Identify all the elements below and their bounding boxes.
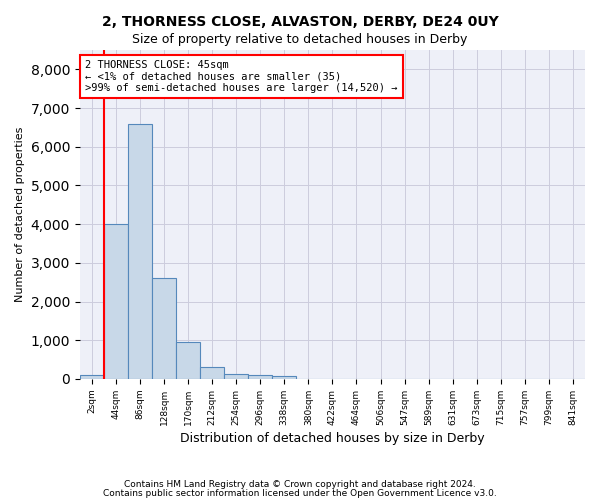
Bar <box>80 375 104 379</box>
Bar <box>272 376 296 379</box>
Text: 2 THORNESS CLOSE: 45sqm
← <1% of detached houses are smaller (35)
>99% of semi-d: 2 THORNESS CLOSE: 45sqm ← <1% of detache… <box>85 60 397 93</box>
Text: 2, THORNESS CLOSE, ALVASTON, DERBY, DE24 0UY: 2, THORNESS CLOSE, ALVASTON, DERBY, DE24… <box>101 15 499 29</box>
Text: Size of property relative to detached houses in Derby: Size of property relative to detached ho… <box>133 32 467 46</box>
Bar <box>200 367 224 379</box>
Bar <box>152 278 176 379</box>
Bar <box>104 224 128 379</box>
Text: Contains public sector information licensed under the Open Government Licence v3: Contains public sector information licen… <box>103 488 497 498</box>
Bar <box>248 374 272 379</box>
X-axis label: Distribution of detached houses by size in Derby: Distribution of detached houses by size … <box>180 432 485 445</box>
Bar <box>224 374 248 379</box>
Text: Contains HM Land Registry data © Crown copyright and database right 2024.: Contains HM Land Registry data © Crown c… <box>124 480 476 489</box>
Bar <box>128 124 152 379</box>
Y-axis label: Number of detached properties: Number of detached properties <box>15 127 25 302</box>
Bar <box>176 342 200 379</box>
